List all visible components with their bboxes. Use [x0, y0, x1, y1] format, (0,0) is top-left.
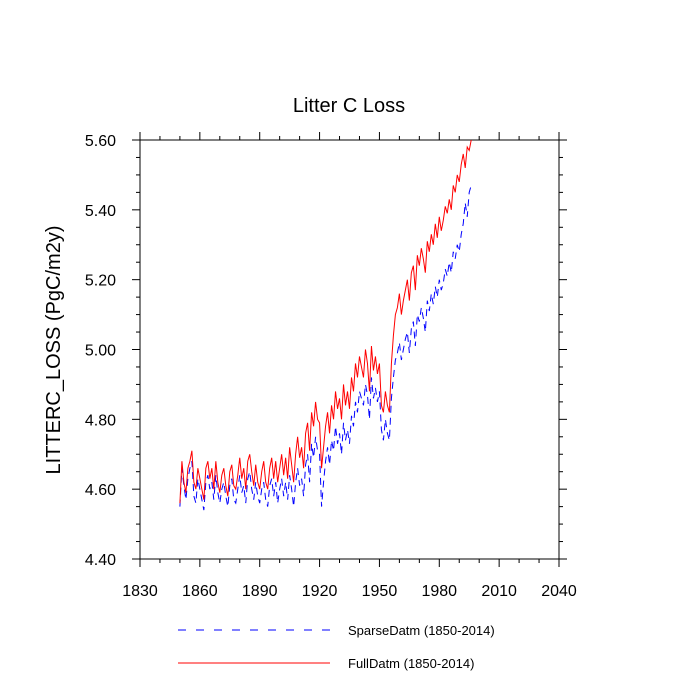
y-tick-label: 4.40 — [85, 552, 116, 569]
y-tick-label: 5.00 — [85, 343, 116, 360]
x-tick-label: 1950 — [362, 583, 398, 600]
x-tick-label: 1860 — [182, 583, 218, 600]
x-tick-label: 2010 — [481, 583, 517, 600]
y-axis-label: LITTERC_LOSS (PgC/m2y) — [43, 226, 65, 475]
y-tick-label: 4.60 — [85, 482, 116, 499]
x-tick-label: 1920 — [302, 583, 338, 600]
chart-title: Litter C Loss — [293, 95, 405, 117]
y-axis-ticks: 4.40 4.60 4.80 5.00 5.20 5.40 5.60 — [85, 133, 567, 569]
y-tick-label: 5.20 — [85, 273, 116, 290]
legend: SparseDatm (1850-2014) FullDatm (1850-201… — [178, 623, 495, 671]
x-axis-ticks: 1830 1860 1890 1920 1950 1980 2010 2040 — [122, 132, 577, 600]
series-line-sparsedatm — [179, 185, 472, 511]
x-tick-label: 1890 — [242, 583, 278, 600]
legend-label: FullDatm (1850-2014) — [348, 656, 474, 671]
series-line-fulldatm — [179, 139, 472, 504]
x-tick-label: 2040 — [541, 583, 577, 600]
y-tick-label: 5.60 — [85, 133, 116, 150]
y-tick-label: 4.80 — [85, 412, 116, 429]
legend-label: SparseDatm (1850-2014) — [348, 623, 495, 638]
series-layer — [179, 139, 472, 511]
x-tick-label: 1980 — [421, 583, 457, 600]
y-tick-label: 5.40 — [85, 203, 116, 220]
x-tick-label: 1830 — [122, 583, 158, 600]
